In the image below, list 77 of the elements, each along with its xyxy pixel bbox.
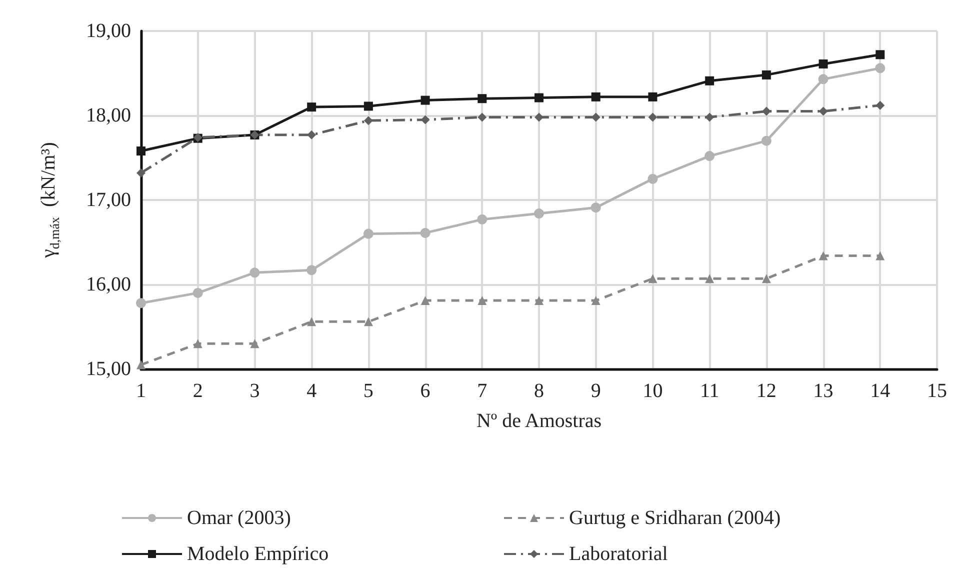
- y-axis-title: γd,máx (kN/m³): [38, 142, 62, 259]
- point: [818, 106, 828, 116]
- point: [193, 339, 202, 348]
- x-tick-label: 5: [363, 380, 374, 402]
- y-tick-label: 15,00: [86, 358, 131, 380]
- point: [477, 214, 488, 224]
- x-tick-label: 1: [136, 380, 146, 402]
- point: [192, 288, 203, 298]
- point: [364, 102, 373, 111]
- legend-label: Gurtug e Sridharan (2004): [569, 507, 781, 529]
- point: [136, 360, 146, 370]
- point: [591, 92, 600, 102]
- point: [762, 70, 771, 80]
- point: [250, 339, 260, 348]
- point: [534, 112, 544, 122]
- point: [876, 100, 885, 110]
- legend-label: Laboratorial: [569, 543, 668, 565]
- point: [420, 115, 430, 124]
- point: [306, 265, 317, 276]
- point: [420, 228, 430, 238]
- x-tick-label: 8: [534, 380, 544, 402]
- point: [591, 296, 600, 306]
- legend-label: Omar (2003): [187, 507, 291, 529]
- point: [478, 112, 487, 122]
- point: [704, 151, 715, 162]
- point: [762, 274, 771, 284]
- point: [648, 112, 658, 122]
- point: [307, 130, 316, 140]
- point: [761, 136, 772, 146]
- x-axis-title: Nº de Amostras: [476, 410, 602, 432]
- x-tick-label: 2: [192, 380, 203, 402]
- point: [136, 168, 146, 178]
- x-tick-label: 14: [870, 380, 890, 402]
- x-tick-label: 3: [250, 380, 260, 402]
- x-tick-label: 13: [813, 380, 834, 402]
- point: [534, 208, 544, 219]
- point: [307, 102, 316, 112]
- point: [590, 202, 601, 213]
- legend-label: Modelo Empírico: [187, 543, 329, 565]
- point: [648, 274, 658, 284]
- point: [250, 268, 260, 278]
- point: [420, 96, 430, 105]
- point: [136, 298, 146, 308]
- point: [648, 92, 658, 102]
- point: [363, 228, 374, 239]
- point: [875, 63, 886, 74]
- point: [876, 251, 885, 260]
- x-tick-label: 10: [642, 380, 663, 402]
- point: [818, 251, 828, 260]
- point: [364, 116, 373, 126]
- point: [705, 112, 714, 122]
- point: [762, 106, 771, 116]
- point: [705, 274, 714, 284]
- y-tick-label: 17,00: [86, 189, 131, 211]
- y-tick-label: 18,00: [86, 104, 131, 126]
- x-tick-label: 6: [420, 380, 430, 402]
- x-tick-label: 9: [590, 380, 601, 402]
- x-tick-label: 11: [700, 380, 720, 402]
- point: [648, 174, 658, 184]
- x-tick-label: 15: [927, 380, 947, 402]
- y-tick-label: 19,00: [86, 20, 131, 42]
- point: [818, 59, 828, 68]
- point: [478, 94, 487, 104]
- x-tick-label: 4: [306, 380, 317, 402]
- x-tick-label: 7: [477, 380, 488, 402]
- point: [818, 74, 828, 84]
- point: [534, 296, 544, 306]
- point: [307, 317, 316, 326]
- point: [534, 93, 544, 102]
- point: [478, 296, 487, 306]
- point: [876, 50, 885, 60]
- point: [705, 76, 714, 86]
- y-tick-label: 16,00: [86, 274, 131, 296]
- point: [136, 146, 146, 156]
- point: [364, 317, 373, 326]
- x-tick-label: 12: [756, 380, 776, 402]
- point: [420, 296, 430, 306]
